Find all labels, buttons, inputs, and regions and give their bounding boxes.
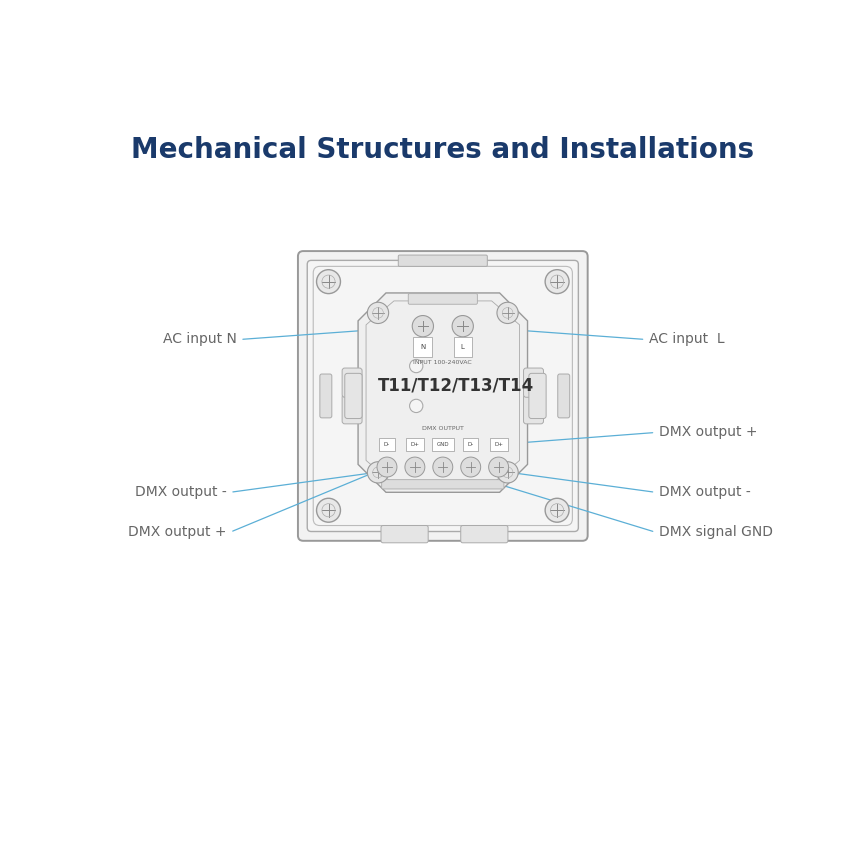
Text: INPUT 100-240VAC: INPUT 100-240VAC (414, 360, 472, 364)
FancyBboxPatch shape (298, 251, 588, 541)
Circle shape (367, 302, 389, 324)
FancyBboxPatch shape (524, 394, 543, 424)
FancyBboxPatch shape (461, 526, 508, 543)
Text: D+: D+ (410, 442, 419, 447)
Circle shape (545, 270, 569, 293)
Text: D-: D- (384, 442, 391, 447)
Circle shape (410, 400, 422, 413)
Circle shape (489, 457, 509, 477)
Circle shape (452, 316, 473, 337)
FancyBboxPatch shape (320, 374, 332, 418)
Text: DMX output -: DMX output - (135, 485, 227, 500)
Circle shape (316, 498, 340, 522)
Text: D-: D- (467, 442, 473, 447)
Text: DMX OUTPUT: DMX OUTPUT (422, 426, 464, 431)
Text: D+: D+ (494, 442, 503, 447)
Circle shape (410, 359, 422, 373)
Text: DMX signal GND: DMX signal GND (658, 526, 772, 539)
Text: T11/T12/T13/T14: T11/T12/T13/T14 (378, 377, 534, 395)
FancyBboxPatch shape (345, 374, 362, 419)
Circle shape (497, 302, 518, 324)
Circle shape (367, 462, 389, 483)
FancyBboxPatch shape (342, 394, 362, 424)
Text: GND: GND (436, 442, 449, 447)
FancyBboxPatch shape (409, 293, 477, 305)
FancyBboxPatch shape (381, 526, 429, 543)
Circle shape (433, 457, 453, 477)
Circle shape (405, 457, 425, 477)
FancyBboxPatch shape (314, 267, 572, 526)
Circle shape (545, 498, 569, 522)
Circle shape (377, 457, 397, 477)
FancyBboxPatch shape (529, 374, 546, 419)
Text: DMX output -: DMX output - (658, 485, 751, 500)
Circle shape (497, 462, 518, 483)
Circle shape (316, 270, 340, 293)
Text: AC input N: AC input N (163, 332, 237, 346)
Text: AC input  L: AC input L (649, 332, 724, 346)
FancyBboxPatch shape (398, 255, 487, 267)
FancyBboxPatch shape (382, 480, 504, 489)
Text: N: N (420, 344, 425, 350)
Text: Mechanical Structures and Installations: Mechanical Structures and Installations (131, 136, 754, 164)
Text: L: L (461, 344, 465, 350)
FancyBboxPatch shape (558, 374, 569, 418)
Circle shape (461, 457, 480, 477)
Text: DMX output +: DMX output + (129, 526, 227, 539)
Polygon shape (358, 293, 528, 492)
FancyBboxPatch shape (308, 261, 578, 532)
FancyBboxPatch shape (342, 368, 362, 397)
FancyBboxPatch shape (524, 368, 543, 397)
Circle shape (412, 316, 434, 337)
Text: DMX output +: DMX output + (658, 425, 757, 439)
